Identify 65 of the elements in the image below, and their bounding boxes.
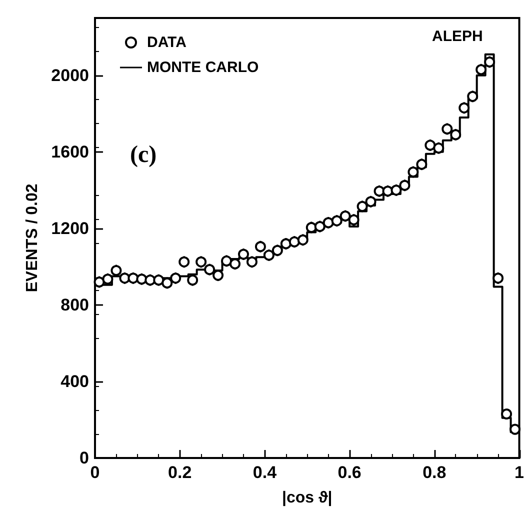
y-tick-label: 2000 <box>51 66 89 85</box>
x-tick-label: 1 <box>514 463 524 482</box>
point <box>356 200 368 212</box>
point <box>322 217 334 228</box>
point <box>238 248 249 260</box>
point <box>492 272 504 284</box>
x-axis-title: |cos ϑ| <box>282 490 332 506</box>
x-tick-label: 0.8 <box>422 463 446 482</box>
point <box>450 129 462 140</box>
point <box>382 186 394 197</box>
point <box>254 241 266 252</box>
y-tick-label: 400 <box>60 372 89 391</box>
point <box>442 123 453 134</box>
point <box>314 221 326 232</box>
point <box>204 264 216 276</box>
point <box>476 64 487 76</box>
point <box>136 274 148 285</box>
point <box>340 210 351 222</box>
point <box>484 56 496 68</box>
point <box>196 256 207 268</box>
legend-label: DATA <box>147 34 187 51</box>
point <box>348 214 360 226</box>
point <box>153 274 164 286</box>
point <box>288 236 300 248</box>
y-tick-label: 1200 <box>51 218 89 238</box>
point <box>144 274 156 286</box>
point <box>128 272 139 284</box>
point <box>119 272 130 284</box>
point <box>110 265 122 276</box>
y-tick-label: 0 <box>80 448 89 468</box>
point <box>390 184 402 196</box>
point <box>416 158 428 170</box>
point <box>263 250 274 261</box>
point <box>424 140 436 151</box>
point <box>306 222 317 233</box>
point <box>221 255 232 266</box>
annotation: (c) <box>130 142 157 169</box>
point <box>187 274 198 286</box>
point <box>374 186 385 197</box>
point <box>365 196 376 208</box>
x-tick-label: 0.6 <box>338 463 362 482</box>
point <box>246 256 258 268</box>
point <box>102 274 114 285</box>
point <box>408 166 419 178</box>
point <box>399 180 410 191</box>
y-tick-label: 1600 <box>51 142 89 162</box>
point <box>501 408 512 420</box>
point <box>162 277 173 288</box>
point <box>272 244 283 256</box>
point <box>297 234 308 246</box>
point <box>94 276 105 288</box>
y-tick-label: 800 <box>60 295 89 314</box>
point <box>458 102 470 114</box>
point <box>170 272 182 284</box>
point <box>280 238 292 250</box>
point <box>433 142 444 154</box>
legend-label: MONTE CARLO <box>147 59 259 76</box>
x-tick-label: 0.2 <box>168 463 192 482</box>
x-tick-label: 0.4 <box>252 463 278 482</box>
point <box>510 424 521 435</box>
point <box>331 215 342 226</box>
point <box>178 256 190 268</box>
y-axis-title: EVENTS / 0.02 <box>24 184 41 292</box>
annotation: ALEPH <box>432 28 483 45</box>
point <box>467 90 478 102</box>
